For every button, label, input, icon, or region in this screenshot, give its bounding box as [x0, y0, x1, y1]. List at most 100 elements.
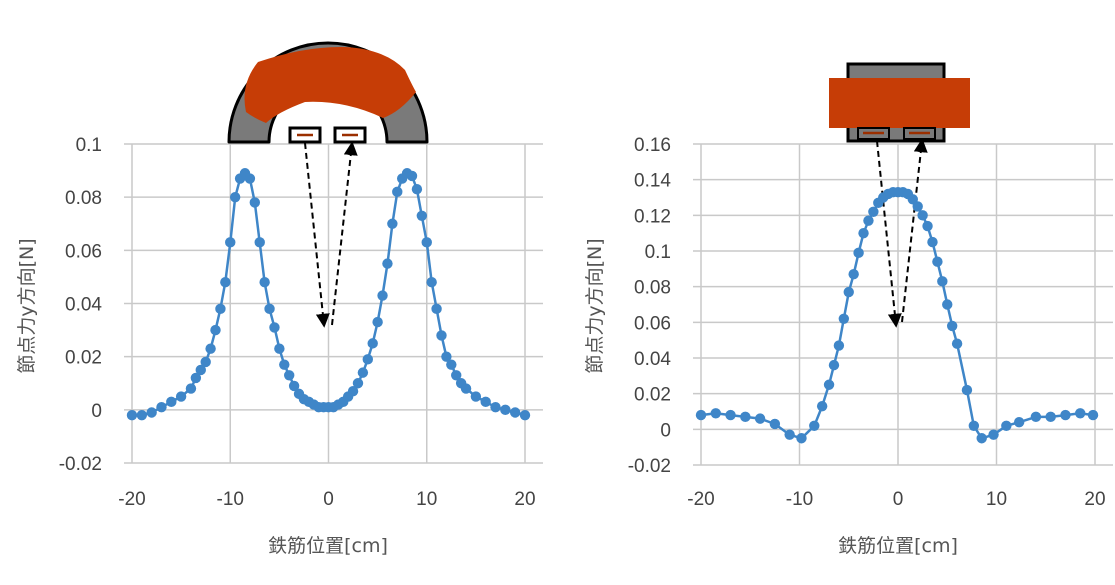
- y-tick-label: 0.1: [76, 135, 102, 156]
- data-point: [1087, 409, 1099, 421]
- x-tick-label: 0: [323, 489, 334, 510]
- y-tick-label: 0.02: [65, 348, 102, 369]
- y-tick-label: 0.04: [65, 295, 102, 316]
- data-point: [796, 433, 807, 444]
- data-point: [229, 191, 241, 203]
- data-point: [1001, 420, 1012, 431]
- data-point: [210, 324, 221, 336]
- data-point: [912, 201, 923, 212]
- data-point: [868, 206, 879, 217]
- data-point: [377, 290, 388, 301]
- chart-right: -0.02 0 0.02 0.04 0.06 0.08 0.1 0.12 0.14 0.16 -2…: [584, 62, 1113, 557]
- data-point: [509, 407, 521, 418]
- data-point: [769, 418, 781, 430]
- data-point: [431, 303, 442, 315]
- magnet-block-icon: [244, 46, 416, 123]
- data-point: [754, 413, 766, 424]
- data-point: [446, 359, 457, 370]
- data-point: [269, 322, 280, 333]
- magnet-diagram-right: [829, 62, 970, 328]
- data-point: [710, 408, 721, 419]
- data-point: [946, 320, 958, 332]
- y-tick-label: 0.08: [634, 278, 671, 299]
- y-tick-label: 0.1: [645, 242, 671, 263]
- data-point: [416, 210, 428, 221]
- data-point: [352, 378, 364, 389]
- x-axis-label-left: 鉄筋位置[cm]: [268, 535, 388, 557]
- y-tick-label: 0.06: [65, 241, 102, 262]
- data-point: [220, 277, 231, 288]
- data-point: [441, 351, 452, 362]
- data-point: [858, 227, 869, 239]
- data-point: [136, 409, 148, 421]
- data-point: [917, 210, 928, 221]
- data-point: [279, 359, 290, 370]
- y-axis-label-left: 節点力y方向[N]: [16, 238, 38, 373]
- data-point: [185, 383, 197, 394]
- data-point: [922, 220, 933, 232]
- data-point: [372, 316, 383, 328]
- data-point: [1060, 409, 1071, 421]
- data-point: [695, 409, 707, 421]
- data-point: [809, 420, 820, 431]
- data-point: [968, 420, 980, 431]
- arrow-down-icon: [304, 142, 330, 328]
- data-point: [500, 404, 511, 416]
- data-point: [274, 343, 285, 354]
- data-point: [848, 268, 859, 280]
- data-point: [367, 338, 378, 349]
- y-tick-labels-left: -0.02 0 0.02 0.04 0.06 0.08 0.1: [59, 135, 103, 475]
- data-point: [816, 400, 828, 412]
- data-point: [166, 396, 177, 408]
- y-tick-label: 0.02: [634, 385, 671, 406]
- data-point: [254, 237, 265, 248]
- data-point: [156, 401, 167, 413]
- data-point: [863, 215, 874, 226]
- data-point: [195, 364, 206, 376]
- x-tick-labels-right: -20 -10 0 10 20: [687, 489, 1105, 510]
- data-point: [976, 433, 987, 444]
- data-point: [460, 383, 472, 394]
- data-point: [490, 401, 501, 413]
- data-point: [853, 247, 864, 258]
- y-tick-label: -0.02: [59, 454, 102, 475]
- data-point: [951, 338, 963, 349]
- x-tick-label: -20: [687, 489, 714, 510]
- data-point: [249, 197, 261, 208]
- data-point: [1075, 408, 1086, 419]
- chart-left: -0.02 0 0.02 0.04 0.06 0.08 0.1 -20 -10 0 10 20 鉄筋…: [16, 41, 543, 557]
- grid-right: [693, 143, 1113, 466]
- y-tick-label: 0.06: [634, 313, 671, 334]
- data-point: [932, 256, 943, 267]
- x-tick-label: 0: [893, 489, 904, 510]
- data-point: [411, 183, 423, 195]
- x-tick-label: 20: [1084, 489, 1105, 510]
- data-point: [126, 409, 138, 421]
- data-point: [942, 299, 953, 310]
- x-tick-label: 10: [986, 489, 1007, 510]
- data-point: [823, 379, 835, 390]
- data-point: [1030, 411, 1042, 423]
- data-point: [1045, 411, 1056, 423]
- data-point: [436, 330, 447, 341]
- data-point: [838, 313, 850, 324]
- data-point: [288, 380, 300, 392]
- data-point: [244, 173, 256, 184]
- series-left: [126, 168, 531, 421]
- data-point: [190, 372, 202, 384]
- y-tick-label: 0.04: [634, 349, 671, 370]
- x-tick-label: 10: [416, 489, 437, 510]
- y-tick-label: -0.02: [628, 456, 671, 477]
- series-line: [700, 190, 1094, 440]
- data-point: [519, 409, 531, 421]
- y-tick-label: 0: [91, 401, 102, 422]
- arrow-down-icon: [876, 140, 902, 328]
- data-point: [215, 303, 226, 315]
- data-point: [988, 429, 999, 440]
- series-right: [695, 186, 1099, 444]
- data-point: [259, 277, 270, 288]
- data-point: [205, 343, 216, 354]
- x-tick-label: -10: [217, 489, 244, 510]
- data-point: [740, 411, 751, 423]
